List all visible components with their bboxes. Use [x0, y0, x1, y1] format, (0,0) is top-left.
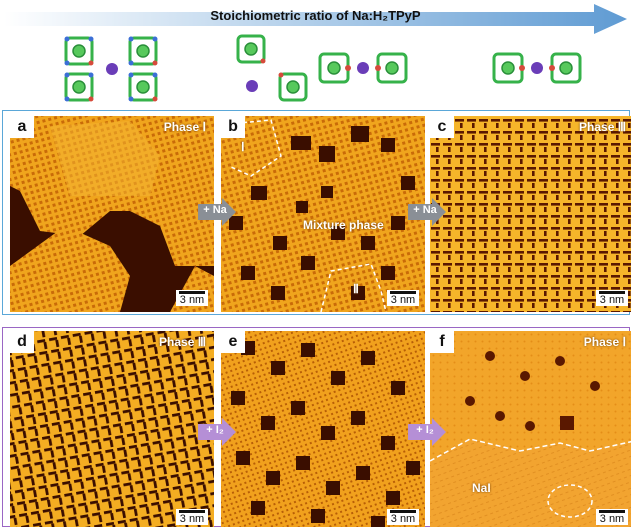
panel-a: a Phase Ⅰ 3 nm [10, 116, 214, 312]
scale-bar: 3 nm [387, 509, 419, 525]
add-na-arrow-2: + Na [408, 198, 446, 226]
scale-bar-label: 3 nm [390, 513, 416, 525]
add-i2-arrow-2: + I₂ [408, 418, 446, 446]
panel-b: b Ⅰ Mixture phase Ⅱ 3 nm [221, 116, 425, 312]
stm-image-c [430, 116, 631, 312]
scale-bar-line [599, 510, 625, 513]
stm-image-e [221, 331, 425, 527]
arrow-icon [198, 198, 236, 226]
molecule-dimer-illustration [236, 34, 308, 102]
panel-label: e [221, 331, 245, 353]
scale-bar-label: 3 nm [179, 513, 205, 525]
add-na-arrow-1: + Na [198, 198, 236, 226]
stm-image-d [10, 331, 214, 527]
stm-image-f [430, 331, 631, 527]
scale-bar: 3 nm [176, 290, 208, 306]
arrow-icon [408, 198, 446, 226]
molecule-pair-illustration [318, 52, 408, 84]
phase-label: Phase Ⅲ [579, 120, 626, 134]
panel-label: b [221, 116, 245, 138]
scale-bar: 3 nm [596, 509, 628, 525]
panel-e: e 3 nm [221, 331, 425, 527]
scale-bar-line [390, 291, 416, 294]
panel-label: c [430, 116, 454, 138]
molecule-tetramer-illustration [64, 36, 159, 102]
scale-bar-line [599, 291, 625, 294]
operation-label: + Na [203, 204, 227, 216]
scale-bar-label: 3 nm [179, 294, 205, 306]
arrow-icon [408, 418, 446, 446]
scale-bar-line [179, 291, 205, 294]
phase-label: Phase Ⅰ [163, 120, 206, 134]
scale-bar-line [179, 510, 205, 513]
panel-c: c Phase Ⅲ 3 nm [430, 116, 631, 312]
operation-label: + I₂ [416, 424, 434, 436]
add-i2-arrow-1: + I₂ [198, 418, 236, 446]
panel-d: d Phase Ⅲ 3 nm [10, 331, 214, 527]
nai-region-label: NaI [472, 481, 491, 495]
arrow-icon [198, 418, 236, 446]
vacancy-pattern-f [465, 351, 600, 431]
region-label-phase-1: Ⅰ [241, 140, 245, 154]
ratio-arrow [4, 4, 627, 34]
operation-label: + I₂ [206, 424, 224, 436]
phase-label: Phase Ⅰ [583, 335, 626, 349]
stm-image-b [221, 116, 425, 312]
region-label-phase-2: Ⅱ [353, 282, 359, 296]
scale-bar-line [390, 510, 416, 513]
panel-label: f [430, 331, 454, 353]
scale-bar-label: 3 nm [599, 294, 625, 306]
phase-label: Phase Ⅲ [159, 335, 206, 349]
scale-bar-label: 3 nm [599, 513, 625, 525]
figure-title: Stoichiometric ratio of Na:H₂TPyP [210, 8, 421, 23]
molecule-single-pair-illustration [492, 52, 582, 84]
scale-bar-label: 3 nm [390, 294, 416, 306]
scale-bar: 3 nm [596, 290, 628, 306]
panel-f: f Phase Ⅰ NaI 3 nm [430, 331, 631, 527]
mixture-phase-label: Mixture phase [303, 218, 384, 232]
scale-bar: 3 nm [176, 509, 208, 525]
panel-label: a [10, 116, 34, 138]
scale-bar: 3 nm [387, 290, 419, 306]
panel-label: d [10, 331, 34, 353]
stm-image-a [10, 116, 214, 312]
vacancy-pattern-b [229, 126, 415, 300]
operation-label: + Na [413, 204, 437, 216]
